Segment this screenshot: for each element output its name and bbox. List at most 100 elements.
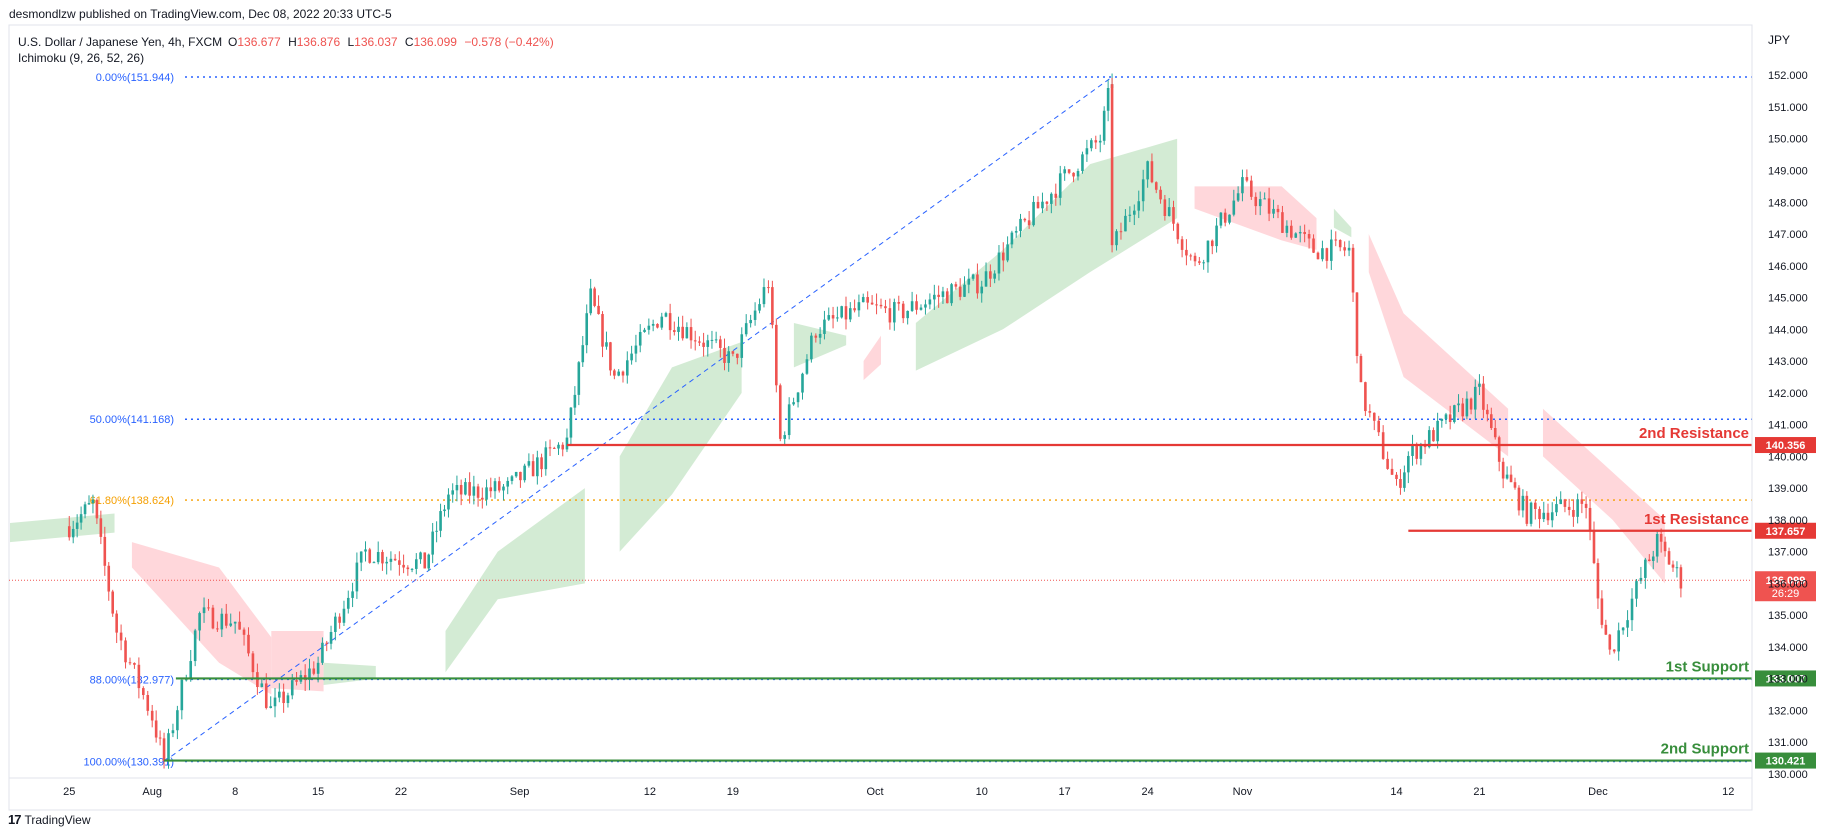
candlestick-series bbox=[67, 73, 1683, 769]
candle-body bbox=[1128, 214, 1132, 216]
candle-body bbox=[1019, 218, 1022, 232]
candle-body bbox=[1399, 479, 1402, 488]
candle-body bbox=[1667, 551, 1671, 565]
candle-body bbox=[945, 291, 949, 304]
y-tick-label: 143.000 bbox=[1768, 356, 1808, 368]
candle-body bbox=[928, 299, 932, 305]
candle-body bbox=[1267, 198, 1271, 214]
candle-body bbox=[423, 552, 427, 569]
candle-body bbox=[359, 551, 363, 563]
x-tick-label: 14 bbox=[1390, 786, 1402, 798]
candle-body bbox=[1076, 171, 1080, 177]
y-tick-label: 138.000 bbox=[1768, 515, 1808, 527]
candle-body bbox=[1432, 430, 1435, 442]
x-tick-label: Aug bbox=[142, 786, 162, 798]
candle-body bbox=[617, 371, 620, 376]
candle-body bbox=[1559, 499, 1563, 505]
ichimoku-cloud-green bbox=[915, 138, 1178, 371]
candle-body bbox=[1330, 239, 1333, 261]
candle-body bbox=[792, 402, 795, 405]
candle-body bbox=[124, 640, 127, 663]
candle-body bbox=[1635, 581, 1638, 599]
ichimoku-cloud-green bbox=[445, 488, 585, 673]
candle-body bbox=[613, 370, 616, 376]
symbol-name: U.S. Dollar / Japanese Yen, 4h, FXCM bbox=[18, 35, 222, 49]
candle-body bbox=[954, 284, 958, 287]
candle-body bbox=[431, 531, 434, 555]
candle-body bbox=[1154, 182, 1158, 190]
candle-body bbox=[1377, 420, 1381, 433]
candle-body bbox=[1115, 231, 1118, 246]
candle-body bbox=[589, 288, 592, 314]
candle-body bbox=[971, 274, 975, 279]
candle-body bbox=[1440, 419, 1444, 421]
candle-body bbox=[1285, 225, 1289, 233]
level-price-label: 140.356 bbox=[1766, 440, 1806, 452]
candle-body bbox=[1098, 140, 1102, 143]
y-tick-label: 151.000 bbox=[1768, 102, 1808, 114]
candle-body bbox=[264, 683, 268, 708]
candle-body bbox=[706, 340, 710, 347]
y-tick-label: 131.000 bbox=[1768, 737, 1808, 749]
candle-body bbox=[435, 530, 438, 532]
candle-body bbox=[1608, 634, 1612, 650]
candle-body bbox=[1509, 474, 1513, 483]
candle-body bbox=[857, 302, 861, 311]
candle-body bbox=[71, 528, 75, 538]
candle-body bbox=[1411, 445, 1414, 456]
candle-body bbox=[381, 552, 384, 564]
candle-body bbox=[1469, 398, 1473, 410]
candle-body bbox=[958, 286, 962, 297]
x-tick-label: 8 bbox=[232, 786, 238, 798]
candle-body bbox=[325, 642, 329, 644]
level-label: 1st Resistance bbox=[1644, 511, 1749, 528]
candle-body bbox=[414, 559, 418, 569]
candle-body bbox=[723, 347, 726, 363]
candle-body bbox=[329, 631, 333, 644]
candle-body bbox=[128, 662, 132, 664]
candle-body bbox=[1106, 87, 1110, 111]
candle-body bbox=[1457, 403, 1460, 406]
candle-body bbox=[519, 471, 522, 481]
candle-body bbox=[870, 302, 874, 305]
candle-body bbox=[193, 630, 197, 662]
candle-body bbox=[103, 536, 107, 566]
candle-body bbox=[1415, 445, 1419, 459]
candle-body bbox=[1172, 207, 1175, 224]
candle-body bbox=[99, 518, 103, 537]
candle-body bbox=[827, 315, 831, 320]
y-tick-label: 141.000 bbox=[1768, 420, 1808, 432]
x-tick-label: 12 bbox=[1722, 786, 1734, 798]
candle-body bbox=[385, 561, 388, 564]
candle-body bbox=[1364, 382, 1367, 412]
candle-body bbox=[346, 597, 350, 609]
candle-body bbox=[167, 733, 170, 761]
y-tick-label: 145.000 bbox=[1768, 293, 1808, 305]
candle-body bbox=[1006, 244, 1009, 261]
candle-body bbox=[836, 317, 839, 319]
candle-body bbox=[1359, 355, 1363, 383]
candle-body bbox=[1258, 199, 1262, 207]
candle-body bbox=[393, 558, 397, 561]
candle-body bbox=[1014, 231, 1018, 233]
candle-body bbox=[993, 273, 996, 279]
candle-body bbox=[137, 664, 141, 689]
fib-trend-line bbox=[163, 76, 1113, 762]
candle-body bbox=[523, 465, 526, 481]
candle-body bbox=[514, 471, 518, 477]
candle-body bbox=[1489, 414, 1493, 429]
ichimoku-cloud-red bbox=[271, 631, 324, 692]
candle-body bbox=[1386, 458, 1389, 469]
candle-body bbox=[1596, 563, 1600, 599]
ichimoku-cloud-red bbox=[1542, 408, 1665, 584]
candle-body bbox=[389, 558, 393, 562]
y-tick-label: 132.000 bbox=[1768, 705, 1808, 717]
candle-body bbox=[427, 554, 431, 569]
candle-body bbox=[1538, 508, 1541, 520]
tradingview-footer[interactable]: 17 TradingView bbox=[8, 812, 91, 827]
candle-body bbox=[1085, 148, 1089, 155]
candle-body bbox=[1307, 234, 1311, 239]
y-tick-label: 144.000 bbox=[1768, 324, 1808, 336]
candle-body bbox=[207, 607, 210, 609]
